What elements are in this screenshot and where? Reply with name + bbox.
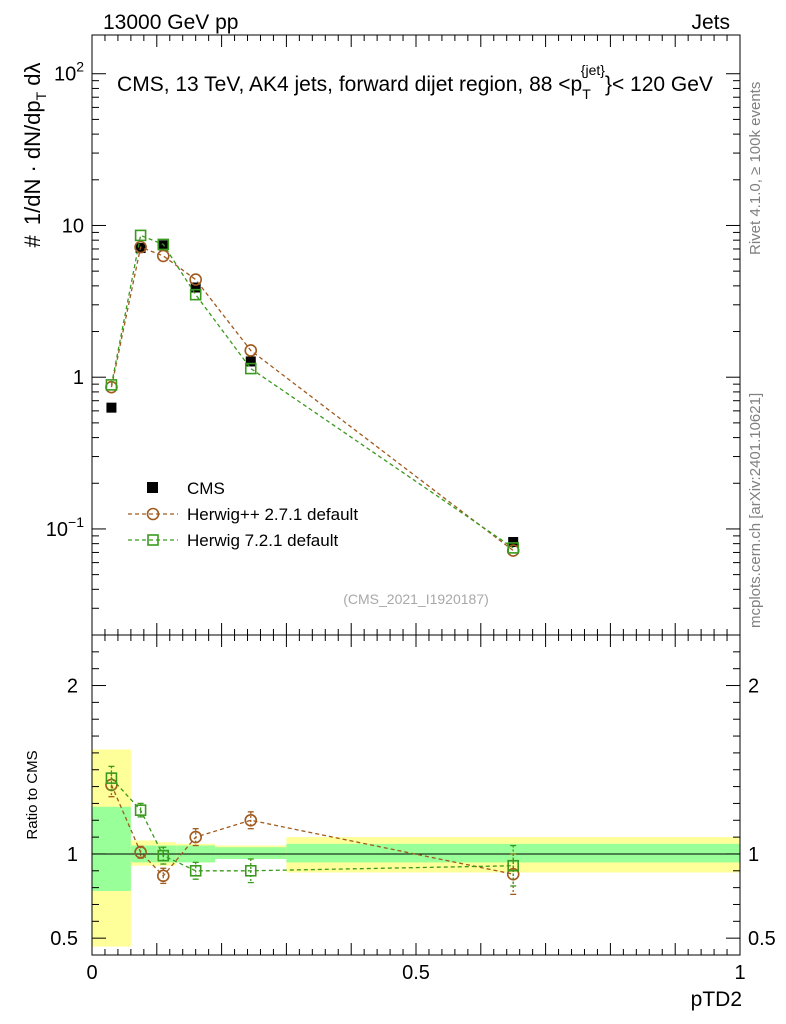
legend-marker-herwigpp [146,507,160,521]
ratio-point-herwig7 [189,864,202,877]
ratio-point-herwig7 [134,804,147,816]
y-tick-label: 10−1 [46,514,84,541]
legend: CMS Herwig++ 2.7.1 default Herwig 7.2.1 … [128,479,358,550]
category-label: Jets [691,11,730,34]
data-point-cms [106,402,117,413]
data-point-cms [190,282,201,293]
data-point-herwigpp [244,344,258,357]
uncertainty-band-inner [286,843,740,863]
ratio-point-herwig7 [507,859,520,872]
title-sup: {jet} [581,62,605,78]
data-point-herwig7 [244,362,257,375]
y-tick-label: 2 [67,676,78,698]
data-point-herwig7 [157,238,170,251]
legend-marker-cms [147,482,158,493]
uncertainty-band-inner [92,806,131,891]
ratio-y-axis-label: Ratio to CMS [24,750,41,839]
legend-marker-herwig7 [147,534,159,546]
y-tick-label: 1 [748,844,759,866]
series-line [110,246,514,552]
title-sub: T [582,86,591,102]
legend-label-cms: CMS [187,479,225,498]
ratio-point-herwigpp [244,813,258,827]
data-point-herwig7 [507,542,520,554]
y-tick-label: 0.5 [50,928,78,950]
energy-label: 13000 GeV pp [103,11,238,34]
uncertainty-band-inner [215,847,287,859]
data-point-cms [245,356,256,367]
data-point-herwig7 [105,379,118,391]
ratio-point-herwigpp [189,830,202,844]
title-suffix: }< 120 GeV [605,73,713,96]
y-tick-label: 102 [54,59,84,86]
data-point-herwigpp [189,273,202,286]
ratio-point-herwigpp [506,867,520,881]
x-tick-label: 1 [734,962,745,984]
data-point-herwigpp [134,240,147,254]
ratio-point-herwig7 [244,864,257,877]
ratio-point-herwigpp [156,869,170,883]
title-prefix: CMS, 13 TeV, AK4 jets, forward dijet reg… [117,73,582,96]
data-point-herwig7 [134,229,147,242]
y-tick-label: 0.5 [748,928,776,950]
y-tick-label: 1 [73,367,84,389]
x-axis-label: pTD2 [691,988,742,1011]
y-tick-label: 10 [62,215,84,237]
y-tick-label: 1 [67,844,78,866]
main-y-axis-label: # 1/dN · dN/dpT dλ [20,62,49,247]
main-panel: 10−1 1 10 102 [46,34,741,636]
svg-text:# 1/dN · dN/dpT dλ: # 1/dN · dN/dpT dλ [20,62,49,247]
legend-label-herwig7: Herwig 7.2.1 default [187,531,338,550]
x-tick-label: 0.5 [402,962,430,984]
ratio-frame [91,634,741,956]
rivet-version-label: Rivet 4.1.0, ≥ 100k events [747,82,764,255]
mcplots-source-label: mcplots.cern.ch [arXiv:2401.10621] [747,393,764,628]
ratio-point-herwig7 [157,849,170,862]
ratio-point-herwig7 [105,772,118,784]
data-point-cms [508,537,519,548]
data-point-herwigpp [156,249,170,263]
y-tick-label: 2 [748,676,759,698]
legend-label-herwigpp: Herwig++ 2.7.1 default [187,505,358,524]
x-tick-label: 0 [86,962,97,984]
analysis-id: (CMS_2021_I1920187) [343,591,489,607]
data-point-herwig7 [189,288,202,301]
ratio-point-herwigpp [134,845,147,859]
ratio-panel: 0 0.5 10.5 0.51 12 2 [50,634,776,984]
series-line [110,234,514,549]
chart-title: CMS, 13 TeV, AK4 jets, forward dijet reg… [117,62,713,102]
